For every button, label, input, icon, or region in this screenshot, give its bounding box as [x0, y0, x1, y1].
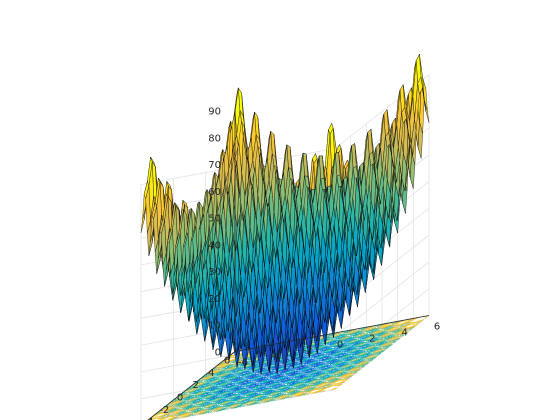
y-tick-label: 2: [192, 380, 198, 391]
surface-face: [233, 134, 239, 159]
z-tick-label: 30: [208, 267, 221, 278]
z-gridline: [334, 315, 430, 390]
z-tick-label: 80: [208, 133, 221, 144]
y-tick-label: -4: [144, 417, 154, 420]
z-tick-label: 20: [208, 294, 221, 305]
x-tick-label: -4: [270, 352, 280, 363]
surface-mesh: [140, 54, 430, 375]
axis-line: [234, 315, 430, 352]
y-tick-label: -2: [159, 405, 169, 416]
x-tick-label: 0: [337, 340, 343, 351]
z-tick-label: 70: [208, 160, 221, 171]
y-tick-label: 0: [177, 393, 183, 404]
x-tick-label: 4: [401, 328, 407, 339]
z-tick-label: 90: [208, 107, 221, 118]
y-tick-label: 4: [208, 368, 214, 379]
z-tick-label: 60: [208, 187, 221, 198]
x-tick-label: 6: [434, 322, 440, 333]
x-tick-label: 2: [369, 334, 375, 345]
z-gridline: [334, 261, 430, 337]
z-tick-label: 40: [208, 240, 221, 251]
contour-line: [251, 357, 319, 384]
axes-box: [147, 110, 430, 420]
x-tick-label: -6: [238, 358, 248, 369]
y-tick-label: 6: [224, 356, 230, 367]
axis-line: [147, 351, 236, 420]
x-tick-label: -2: [303, 346, 313, 357]
z-tick-label: 50: [208, 214, 221, 225]
z-tick-label: 0: [215, 348, 221, 359]
z-tick-label: 10: [208, 321, 221, 332]
